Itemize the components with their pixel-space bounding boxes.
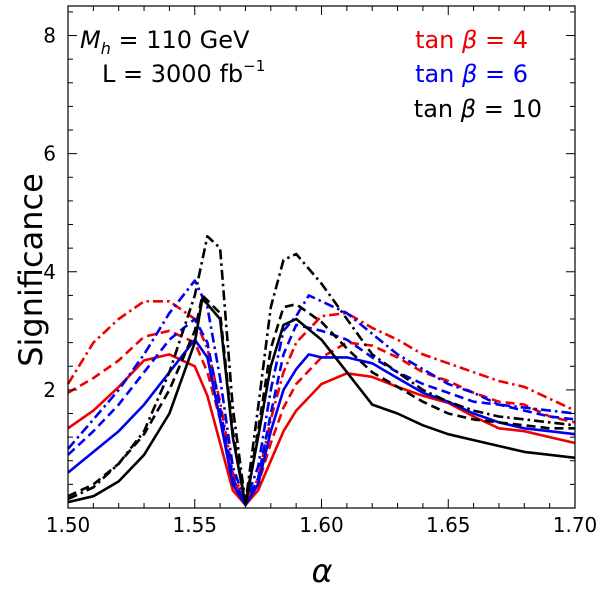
ticks-layer: 1.50 1.55 1.60 1.65 1.70 2 4 6 8 (43, 6, 597, 537)
series-line-tanb-6-dashdot (67, 279, 576, 504)
series-layer (66, 235, 576, 507)
plot-frame (67, 5, 576, 509)
y-tick-label: 4 (43, 260, 56, 284)
x-axis-title: α (311, 552, 332, 589)
series-line-tanb-4-solid (67, 353, 576, 507)
series-line-tanb-6-dashed (67, 317, 576, 506)
series-line-tanb-6-solid (67, 338, 576, 507)
legend-tanb-6: tan β = 6 (415, 60, 528, 88)
legend-tanb-4: tan β = 4 (415, 26, 528, 54)
y-tick-label: 6 (43, 142, 56, 166)
series-line-tanb-10-dashed (67, 294, 575, 506)
x-tick-label: 1.60 (299, 513, 344, 537)
legend-tanb-10: tan β = 10 (414, 95, 542, 123)
series-line-tanb-4-dashdot (66, 299, 576, 504)
x-tick-label: 1.50 (46, 513, 91, 537)
y-tick-label: 8 (43, 24, 56, 48)
series-line-tanb-10-dashdot (67, 235, 576, 505)
y-axis-title: Significance (12, 173, 50, 367)
x-tick-label: 1.70 (553, 513, 598, 537)
lumi-annotation: L = 3000 fb−1 (102, 57, 265, 88)
series-line-tanb-10-solid (67, 296, 576, 507)
x-tick-label: 1.55 (172, 513, 217, 537)
x-tick-label: 1.65 (426, 513, 471, 537)
mass-annotation: Mh = 110 GeV (80, 26, 250, 58)
y-tick-label: 2 (43, 378, 56, 402)
series-line-tanb-4-dashed (67, 329, 576, 505)
